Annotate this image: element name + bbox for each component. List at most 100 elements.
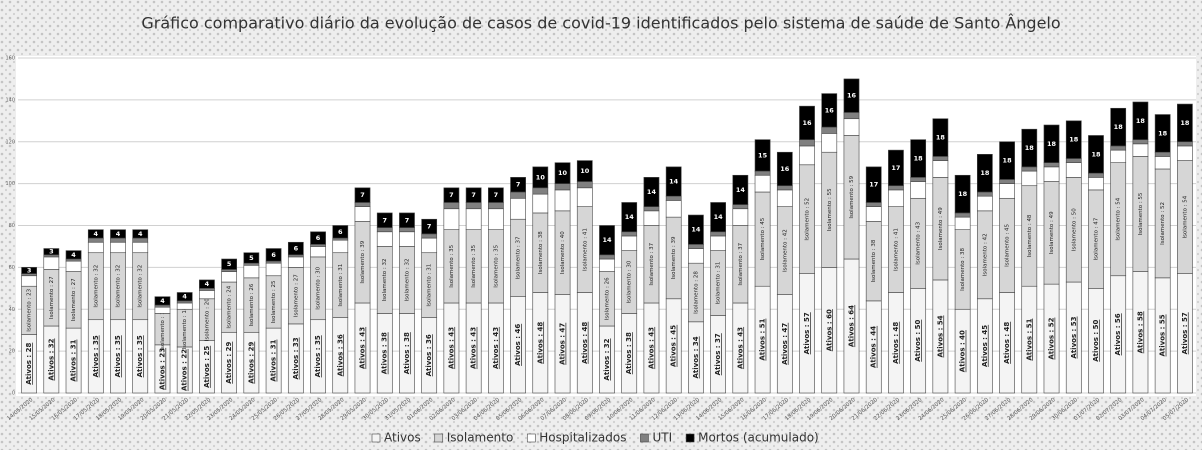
bar-segment xyxy=(732,208,749,226)
mortos-label: 4 xyxy=(205,280,210,288)
ativos-label: Ativos : 35 xyxy=(314,335,322,377)
bar-segment xyxy=(1088,135,1104,174)
bar-segment xyxy=(488,208,504,230)
legend-swatch xyxy=(371,433,381,443)
bar-segment xyxy=(465,208,482,230)
ativos-label: Ativos : 33 xyxy=(292,337,300,379)
bar-segment xyxy=(665,200,682,218)
bar-segment xyxy=(976,154,993,193)
bar-segment xyxy=(443,202,460,210)
isolamento-label: Isolamento : 50 xyxy=(1071,208,1077,251)
legend-label: Hospitalizados xyxy=(539,431,626,445)
ativos-label: Ativos : 48 xyxy=(581,322,589,364)
mortos-label: 7 xyxy=(360,191,365,199)
isolamento-label: Isolamento : 38 xyxy=(538,231,544,274)
y-tick-label: 20 xyxy=(9,349,15,355)
mortos-label: 7 xyxy=(494,191,499,199)
bar-segment xyxy=(21,275,37,287)
mortos-label: 6 xyxy=(316,234,321,242)
isolamento-label: Isolamento : 37 xyxy=(649,242,655,285)
ativos-label: Ativos : 28 xyxy=(25,343,33,385)
bar-segment xyxy=(932,118,949,157)
ativos-label: Ativos : 47 xyxy=(559,323,567,365)
isolamento-label: Isolamento : 52 xyxy=(1160,202,1166,245)
bar-segment xyxy=(87,237,104,243)
bar-segment xyxy=(87,229,104,239)
ativos-label: Ativos : 38 xyxy=(381,332,389,374)
bar-segment xyxy=(465,202,482,210)
isolamento-label: Isolamento : 47 xyxy=(1093,217,1099,260)
ativos-label: Ativos : 44 xyxy=(870,326,878,368)
ativos-label: Ativos : 34 xyxy=(692,336,700,378)
bar-segment xyxy=(154,296,171,306)
bar-segment xyxy=(510,191,526,199)
bar-segment xyxy=(999,179,1015,184)
bar-segment xyxy=(621,231,638,237)
bar-segment xyxy=(776,185,793,191)
mortos-label: 18 xyxy=(936,134,946,142)
chart-title: Gráfico comparativo diário da evolução d… xyxy=(141,14,1060,33)
bar-segment xyxy=(221,269,238,272)
y-tick-label: 60 xyxy=(9,265,15,271)
bar-segment xyxy=(799,145,815,166)
bar-segment xyxy=(1132,101,1149,140)
bar-segment xyxy=(1043,166,1060,182)
bar-segment xyxy=(665,195,682,201)
mortos-label: 10 xyxy=(580,167,590,175)
bar-segment xyxy=(1088,177,1104,191)
bar-segment xyxy=(354,206,371,222)
bar-segment xyxy=(865,206,882,222)
bar-segment xyxy=(843,118,860,136)
bar-segment xyxy=(532,193,549,214)
isolamento-label: Isolamento : 35 xyxy=(449,244,455,287)
ativos-label: Ativos : 46 xyxy=(514,324,522,366)
ativos-label: Ativos : 32 xyxy=(603,338,611,380)
mortos-label: 7 xyxy=(405,216,410,224)
ativos-label: Ativos : 35 xyxy=(92,335,100,377)
isolamento-label: Isolamento : 32 xyxy=(116,265,122,308)
ativos-label: Ativos : 57 xyxy=(803,312,811,354)
y-tick-label: 40 xyxy=(9,307,15,313)
bar-segment xyxy=(932,160,949,178)
bar-segment xyxy=(999,141,1015,180)
bar-segment xyxy=(1177,141,1193,147)
bar-segment xyxy=(376,231,393,247)
mortos-label: 16 xyxy=(825,106,835,114)
isolamento-label: Isolamento : 27 xyxy=(49,276,55,319)
isolamento-label: Isolamento : 32 xyxy=(404,259,410,302)
bar-segment xyxy=(176,302,193,310)
bar-segment xyxy=(576,160,593,182)
bar-segment xyxy=(554,183,571,191)
bar-segment xyxy=(954,174,971,214)
bar-segment xyxy=(532,166,549,189)
bar-segment xyxy=(576,187,593,207)
mortos-label: 18 xyxy=(1025,144,1035,152)
bar-segment xyxy=(1065,120,1082,159)
isolamento-label: Isolamento : 55 xyxy=(827,188,833,231)
ativos-label: Ativos : 40 xyxy=(959,330,967,372)
bar-segment xyxy=(221,258,238,270)
ativos-label: Ativos : 43 xyxy=(470,327,478,369)
isolamento-label: Isolamento : 38 xyxy=(871,239,877,282)
isolamento-label: Isolamento : 24 xyxy=(227,285,233,328)
bar-segment xyxy=(1065,158,1082,163)
bar-segment xyxy=(199,279,215,289)
bar-segment xyxy=(688,248,704,264)
bar-segment xyxy=(399,227,415,233)
bar-segment xyxy=(354,202,371,207)
bar-segment xyxy=(954,212,971,218)
bar-segment xyxy=(910,139,927,178)
bar-segment xyxy=(287,241,304,256)
isolamento-label: Isolamento : 38 xyxy=(960,248,966,291)
bar-segment xyxy=(65,260,82,272)
mortos-label: 16 xyxy=(803,119,813,127)
bar-segment xyxy=(954,216,971,230)
bar-segment xyxy=(888,185,904,191)
legend-label: Ativos xyxy=(384,431,421,445)
bar-segment xyxy=(776,151,793,187)
bar-segment xyxy=(132,237,149,243)
isolamento-label: Isolamento : 48 xyxy=(1027,214,1033,257)
bar-segment xyxy=(1110,145,1127,151)
ativos-label: Ativos : 36 xyxy=(425,334,433,376)
bar-segment xyxy=(243,264,260,279)
